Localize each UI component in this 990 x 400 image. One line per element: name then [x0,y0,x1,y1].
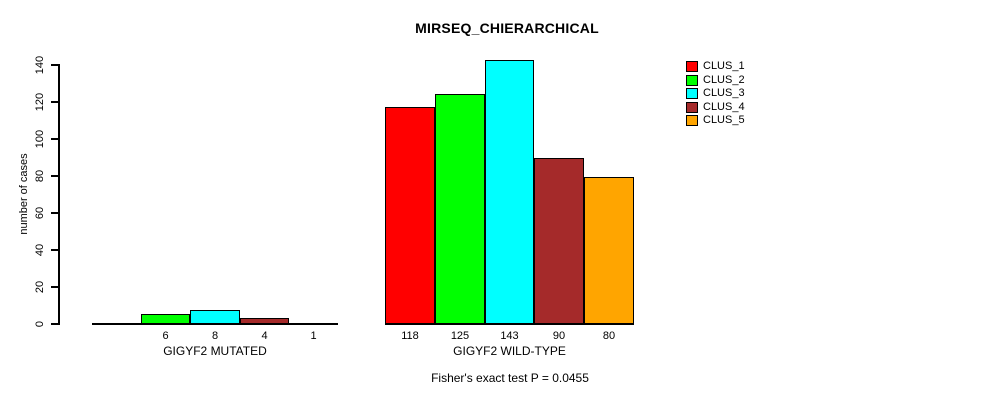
fisher-test-caption: Fisher's exact test P = 0.0455 [431,371,589,385]
y-axis-tick-label: 80 [34,169,46,183]
bar-value-label: 80 [602,330,616,342]
y-axis-tick [51,64,58,66]
legend-item-clus-3: CLUS_3 [686,87,745,101]
x-axis-baseline-group1 [385,323,634,325]
legend-swatch-clus-4 [686,101,698,113]
y-axis-tick [51,249,58,251]
y-axis-tick-label: 100 [34,129,46,149]
bar-value-label: 118 [401,330,419,342]
legend-label-clus-4: CLUS_4 [703,100,745,113]
legend-item-clus-2: CLUS_2 [686,74,745,88]
y-axis-tick [51,286,58,288]
y-axis-tick-label: 140 [34,55,46,75]
y-axis-title: number of cases [18,153,30,235]
y-axis-line [58,64,60,325]
legend: CLUS_1 CLUS_2 CLUS_3 CLUS_4 CLUS_5 [686,60,745,128]
chart-title: MIRSEQ_CHIERARCHICAL [415,20,599,36]
bar-value-label: 143 [500,330,519,342]
y-axis-tick-label: 20 [34,280,46,294]
bar-clus_1-group1 [385,107,435,325]
bar-value-label: 1 [310,330,317,342]
legend-swatch-clus-5 [686,115,698,127]
legend-swatch-clus-2 [686,74,698,86]
bar-clus_2-group1 [435,94,485,325]
bar-value-label: 4 [261,330,268,342]
bar-clus_5-group1 [584,177,634,325]
bar-value-label: 90 [552,330,566,342]
bar-value-label: 125 [450,330,470,342]
legend-swatch-clus-1 [686,61,698,73]
y-axis-tick [51,101,58,103]
bar-clus_4-group1 [534,158,584,325]
legend-label-clus-1: CLUS_1 [703,60,745,73]
legend-item-clus-4: CLUS_4 [686,101,745,115]
y-axis-tick-label: 0 [34,320,46,328]
legend-item-clus-5: CLUS_5 [686,114,745,128]
y-axis-tick [51,175,58,177]
y-axis-tick-label: 60 [34,206,46,220]
bar-value-label: 8 [211,330,219,342]
legend-label-clus-3: CLUS_3 [703,87,745,100]
bar-clus_3-group1 [485,60,534,325]
bar-value-label: 6 [162,330,169,342]
y-axis-tick-label: 40 [34,243,46,257]
y-axis-tick [51,323,58,325]
legend-label-clus-5: CLUS_5 [703,114,745,127]
legend-item-clus-1: CLUS_1 [686,60,745,74]
y-axis-tick [51,138,58,140]
y-axis-tick [51,212,58,214]
y-axis-tick-label: 120 [34,92,46,112]
x-group-label-wild-type: GIGYF2 WILD-TYPE [453,344,566,358]
legend-label-clus-2: CLUS_2 [703,73,745,86]
x-axis-baseline-group0 [92,323,338,325]
x-group-label-mutated: GIGYF2 MUTATED [163,344,267,358]
legend-swatch-clus-3 [686,88,698,100]
